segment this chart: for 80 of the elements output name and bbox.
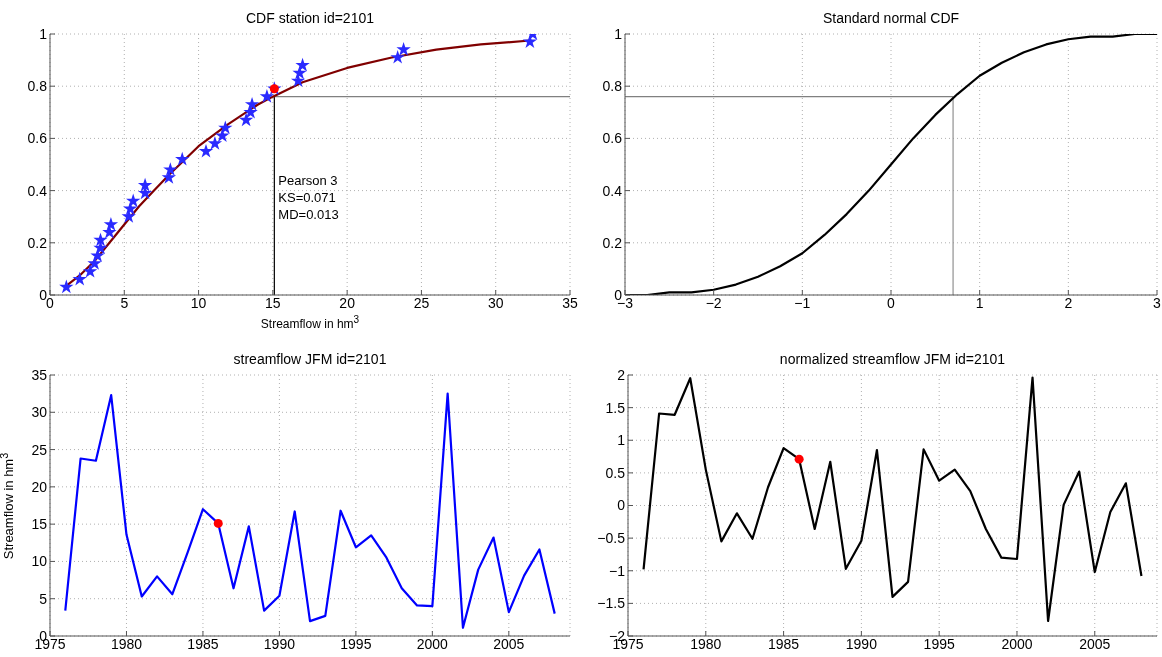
x-tick-label: 5 <box>120 294 129 311</box>
y-tick-label: 5 <box>39 590 48 607</box>
point <box>175 151 190 166</box>
annotation: Pearson 3 <box>278 172 339 190</box>
y-tick-label: 15 <box>31 516 48 533</box>
point <box>137 177 153 192</box>
point <box>218 120 233 135</box>
y-tick-label: −1.5 <box>597 595 626 612</box>
x-tick-label: 25 <box>413 294 430 311</box>
x-tick-label: −2 <box>705 294 722 311</box>
y-tick-label: −0.5 <box>597 530 626 547</box>
y-tick-label: 1 <box>614 25 623 42</box>
x-axis-title: Streamflow in hm$^{3}$ <box>259 314 361 331</box>
x-tick-label: 35 <box>562 294 578 311</box>
chart-title: CDF station id=2101 <box>245 10 375 26</box>
y-tick-label: 20 <box>31 478 48 495</box>
y-tick-label: 30 <box>31 404 48 421</box>
y-tick-label: 25 <box>31 441 48 458</box>
x-tick-label: 2005 <box>493 635 525 652</box>
point <box>87 256 102 270</box>
point <box>522 34 538 48</box>
line-series <box>642 376 1143 623</box>
x-tick-label: 1985 <box>768 635 800 652</box>
x-tick-label: 2005 <box>1079 635 1111 652</box>
annotation: MD=0.013 <box>278 206 339 224</box>
y-tick-label: 0.8 <box>27 78 48 95</box>
point <box>59 279 74 294</box>
y-tick-label: 0.8 <box>602 78 623 95</box>
point <box>163 162 178 176</box>
y-tick-label: 0.4 <box>27 182 48 199</box>
x-tick-label: 1995 <box>923 635 955 652</box>
x-tick-label: 1990 <box>845 635 878 652</box>
x-tick-label: 15 <box>265 294 281 311</box>
point <box>103 216 119 231</box>
chart-title: Standard normal CDF <box>821 10 961 26</box>
x-tick-label: −1 <box>794 294 811 311</box>
x-tick-label: 0 <box>887 294 896 311</box>
x-tick-label: 1990 <box>263 635 296 652</box>
y-tick-label: 0.4 <box>602 182 623 199</box>
chart-title: normalized streamflow JFM id=2101 <box>778 351 1007 367</box>
y-tick-label: 1 <box>39 25 48 42</box>
point <box>207 136 223 150</box>
y-tick-label: 0.6 <box>602 130 623 147</box>
y-tick-label: 35 <box>31 366 48 383</box>
x-tick-label: 20 <box>339 294 356 311</box>
point <box>244 96 260 111</box>
annotation: KS=0.071 <box>278 189 337 207</box>
y-tick-label: 2 <box>617 366 626 383</box>
x-tick-label: 30 <box>487 294 504 311</box>
point <box>396 42 411 56</box>
point <box>82 263 98 278</box>
y-tick-label: 10 <box>31 553 48 570</box>
y-tick-label: 0.6 <box>27 130 48 147</box>
x-tick-label: 3 <box>1153 294 1162 311</box>
y-tick-label: −1 <box>609 562 626 579</box>
point <box>93 232 108 247</box>
point <box>238 112 254 127</box>
line-series <box>64 392 556 629</box>
x-tick-label: 2000 <box>416 635 449 652</box>
x-tick-label: 1 <box>975 294 984 311</box>
y-tick-label: 1.5 <box>605 399 626 416</box>
point <box>295 57 310 72</box>
y-tick-label: 0.2 <box>27 234 48 251</box>
x-tick-label: 10 <box>190 294 207 311</box>
point <box>390 49 405 64</box>
y-tick-label: 0.2 <box>602 234 623 251</box>
point <box>72 271 87 286</box>
x-tick-label: 1985 <box>187 635 219 652</box>
x-tick-label: 2 <box>1064 294 1073 311</box>
y-tick-label: 0.5 <box>605 464 626 481</box>
x-tick-label: 1980 <box>690 635 722 652</box>
y-tick-label: 1 <box>617 432 626 449</box>
x-tick-label: 1980 <box>110 635 143 652</box>
x-tick-label: 1995 <box>340 635 372 652</box>
point <box>259 89 275 103</box>
x-tick-label: 2000 <box>1001 635 1033 652</box>
point <box>198 143 214 158</box>
chart-title: streamflow JFM id=2101 <box>232 351 388 367</box>
point <box>126 193 141 208</box>
y-tick-label: 0 <box>617 497 626 514</box>
